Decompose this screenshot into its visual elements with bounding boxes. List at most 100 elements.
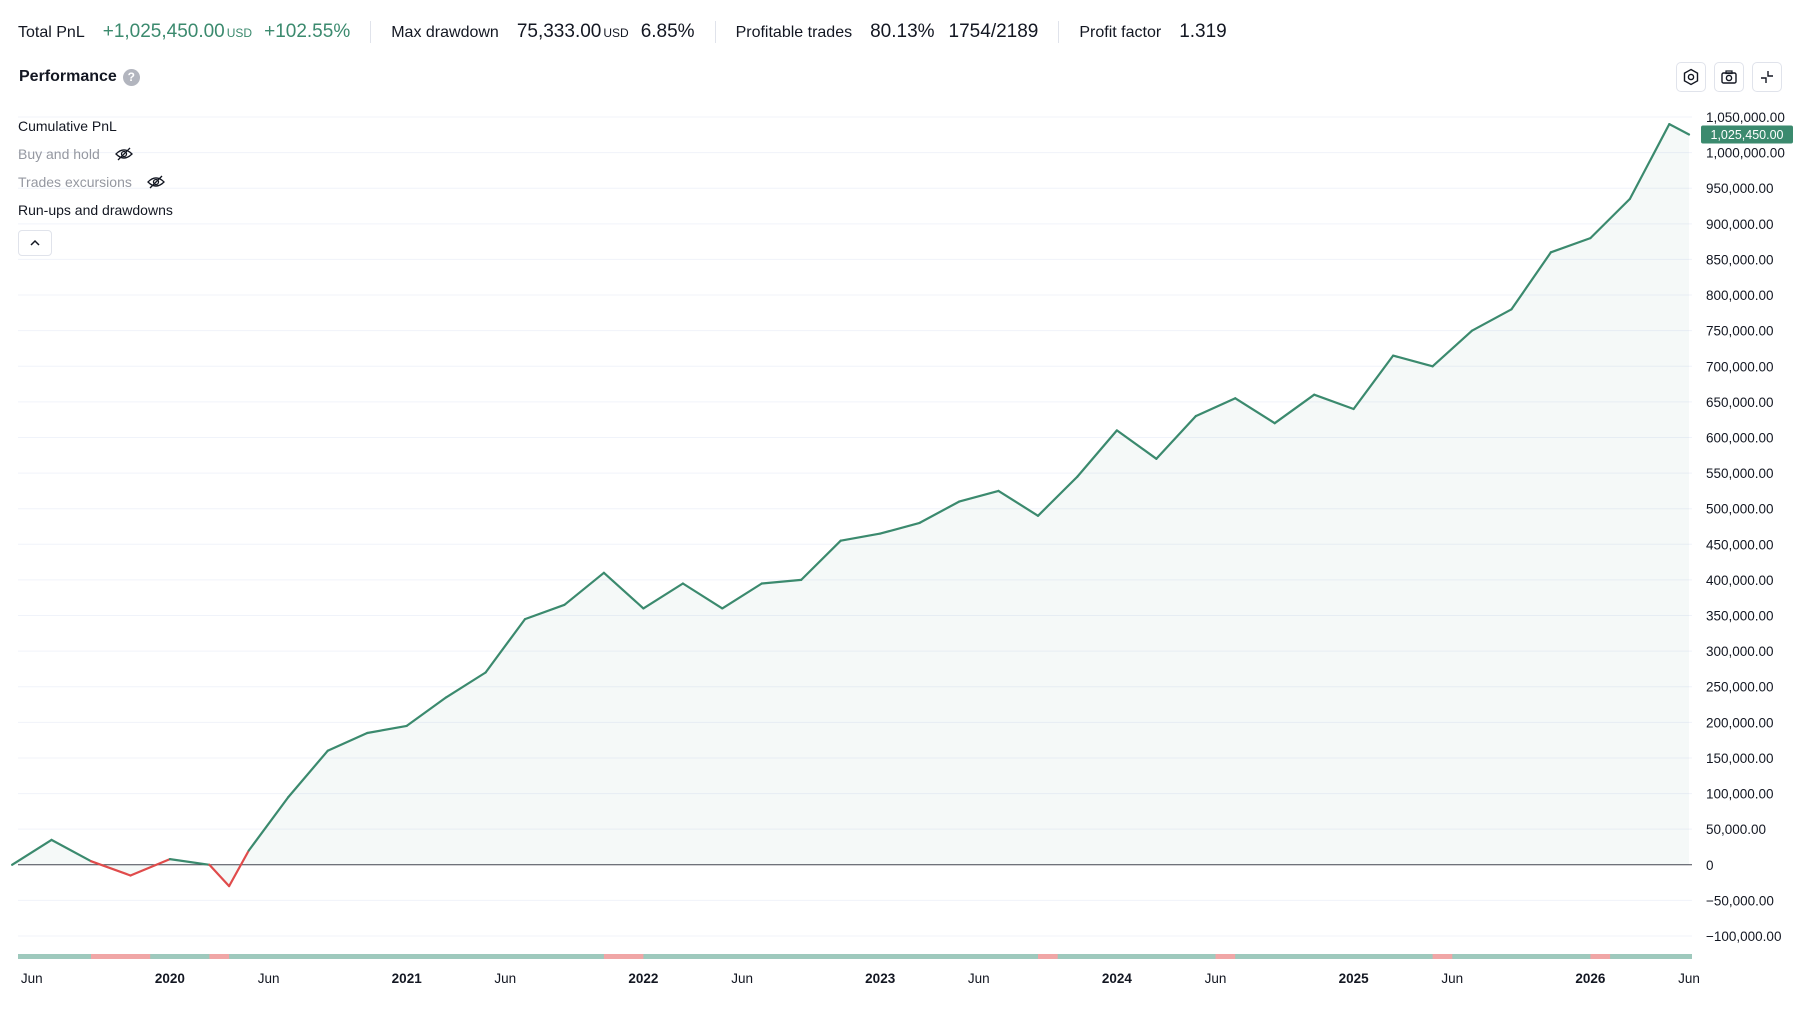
pnl-line-segment [208, 863, 231, 888]
profitable-trades-label: Profitable trades [735, 24, 853, 41]
x-tick-year: 2024 [1102, 971, 1133, 986]
eye-hidden-icon[interactable] [146, 174, 166, 190]
last-value-text: 1,025,450.00 [1711, 128, 1784, 142]
panel-title-text: Performance [19, 68, 117, 85]
pnl-line-segment [1155, 415, 1197, 460]
pnl-line-segment [879, 521, 921, 535]
y-tick-label: 650,000.00 [1706, 395, 1774, 410]
pnl-line-segment [228, 849, 250, 888]
max-drawdown-unit: USD [603, 26, 629, 40]
stat-max-drawdown: Max drawdown 75,333.00 USD 6.85% [391, 21, 694, 43]
y-tick-label: 550,000.00 [1706, 466, 1774, 481]
x-axis: Jun 2020 Jun 2021 Jun 2022 Jun 2023 Jun 2024 Jun 20… [21, 971, 1700, 986]
pnl-line-segment [681, 582, 724, 610]
pnl-line-segment [563, 571, 606, 606]
y-tick-label: 350,000.00 [1706, 609, 1774, 624]
profit-factor-value: 1.319 [1179, 21, 1227, 42]
stat-divider [714, 21, 716, 43]
drawdown-segment [1432, 954, 1453, 959]
chart-grid [18, 116, 1692, 937]
y-tick-label: 250,000.00 [1706, 680, 1774, 695]
legend-runups-drawdowns-label: Run-ups and drawdowns [18, 202, 173, 218]
y-tick-label: 800,000.00 [1706, 288, 1774, 303]
pnl-line-segment [523, 603, 566, 621]
pnl-line-segment [760, 578, 803, 585]
pnl-line-segment [800, 539, 842, 582]
x-tick-month: Jun [968, 971, 990, 986]
pnl-line-segment [1628, 122, 1671, 200]
help-icon[interactable]: ? [122, 68, 140, 86]
pnl-line-segment [129, 857, 171, 877]
chart-legend: Cumulative PnL Buy and hold Trades excur… [18, 112, 173, 256]
collapse-icon [1761, 71, 1773, 83]
legend-collapse-button[interactable] [18, 230, 52, 256]
pnl-line-segment [997, 489, 1040, 517]
drawdown-segment [1038, 954, 1058, 959]
collapse-button[interactable] [1752, 62, 1782, 92]
last-value-badge-bg [1701, 125, 1793, 144]
pnl-line-segment [89, 860, 132, 877]
total-pnl-percent: +102.55% [264, 21, 351, 42]
pnl-line-segment [1273, 393, 1316, 425]
x-tick-year: 2020 [155, 971, 185, 986]
pnl-line-segment [1352, 354, 1395, 411]
max-drawdown-percent: 6.85% [640, 21, 695, 42]
cumulative-pnl-area [12, 124, 1690, 887]
y-tick-label: 200,000.00 [1706, 715, 1774, 730]
last-value-badge: 1,025,450.00 [1701, 125, 1793, 144]
x-tick-year: 2026 [1575, 971, 1606, 986]
chevron-up-icon [30, 239, 40, 246]
total-pnl-unit: USD [226, 26, 253, 40]
eye-hidden-icon[interactable] [114, 146, 134, 162]
pnl-line-segment [1076, 429, 1119, 478]
profit-factor-label: Profit factor [1079, 24, 1162, 41]
pnl-line-segment [405, 696, 448, 728]
profitable-trades-value: 80.13% [870, 21, 935, 42]
legend-trades-excursions[interactable]: Trades excursions [18, 168, 173, 196]
x-tick-month: Jun [494, 971, 516, 986]
y-tick-label: 50,000.00 [1706, 822, 1766, 837]
drawdown-segment [1215, 954, 1236, 959]
stat-total-pnl: Total PnL +1,025,450.00 USD +102.55% [18, 21, 350, 43]
legend-runups-drawdowns[interactable]: Run-ups and drawdowns [18, 196, 173, 224]
cumulative-pnl-points [12, 124, 1690, 887]
stat-divider [1058, 21, 1060, 43]
pnl-line-segment [1589, 197, 1632, 240]
panel-title: Performance ? [19, 68, 140, 86]
x-tick-year: 2022 [628, 971, 658, 986]
settings-button[interactable] [1676, 62, 1706, 92]
max-drawdown-value: 75,333.00 [516, 21, 602, 42]
y-tick-label: 1,000,000.00 [1706, 146, 1785, 161]
x-tick-month: Jun [1678, 971, 1700, 986]
legend-cumulative-pnl[interactable]: Cumulative PnL [18, 112, 173, 140]
pnl-line-segment [1470, 308, 1513, 332]
pnl-line-segment [1668, 122, 1691, 136]
pnl-line-segment [1391, 354, 1434, 368]
pnl-line-segment [168, 857, 211, 866]
pnl-line-segment [839, 532, 882, 542]
y-tick-label: 850,000.00 [1706, 252, 1774, 267]
y-tick-label: 750,000.00 [1706, 324, 1774, 339]
y-tick-label: 0 [1706, 858, 1714, 873]
x-tick-year: 2023 [865, 971, 896, 986]
screenshot-button[interactable] [1714, 62, 1744, 92]
runups-drawdowns-bar [18, 954, 1692, 959]
drawdown-segment [91, 954, 151, 959]
x-tick-year: 2021 [392, 971, 423, 986]
pnl-line-segment [1036, 475, 1079, 517]
runup-segment [18, 954, 1692, 959]
pnl-line-segment [11, 838, 53, 866]
y-tick-label: −50,000.00 [1706, 893, 1774, 908]
legend-buy-and-hold[interactable]: Buy and hold [18, 140, 173, 168]
x-tick-month: Jun [21, 971, 43, 986]
y-axis: 1,050,000.00 1,000,000.00 950,000.00 900,00… [1706, 110, 1785, 944]
y-tick-label: 300,000.00 [1706, 644, 1774, 659]
y-tick-label: 1,050,000.00 [1706, 110, 1785, 125]
pnl-line-segment [1313, 393, 1355, 411]
x-tick-month: Jun [1441, 971, 1463, 986]
max-drawdown-label: Max drawdown [391, 24, 499, 41]
y-tick-label: 150,000.00 [1706, 751, 1774, 766]
profitable-trades-count: 1754/2189 [948, 21, 1039, 42]
pnl-line-segment [1115, 429, 1158, 460]
pnl-line-segment [247, 795, 290, 852]
